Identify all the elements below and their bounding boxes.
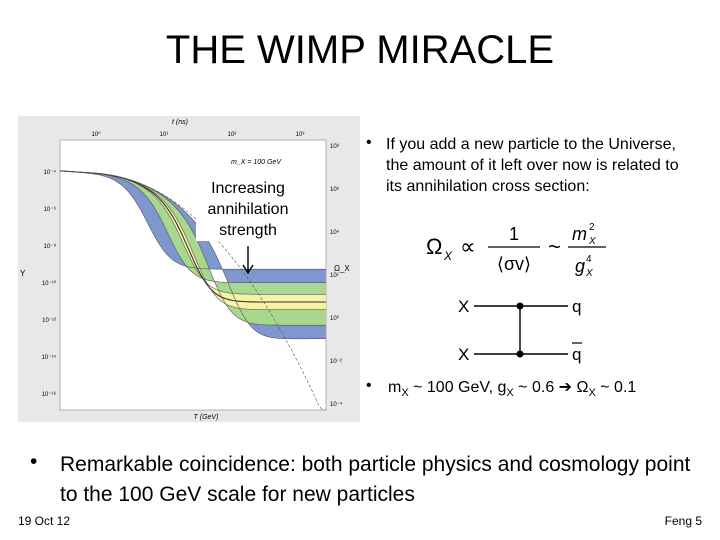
bullet-text-new-particle: If you add a new particle to the Univers… bbox=[386, 136, 679, 195]
feynman-vertex-top bbox=[516, 302, 524, 310]
right-tick-labels: 10⁸ 10⁶ 10⁴ 10² 10⁰ 10⁻² 10⁻⁴ bbox=[330, 143, 343, 408]
abundance-bands bbox=[60, 170, 326, 339]
formula-num: 1 bbox=[509, 224, 519, 244]
feynman-out-bottom: q bbox=[572, 345, 581, 364]
left-tick-label: 10⁻¹² bbox=[42, 318, 56, 324]
band-yellow bbox=[60, 170, 326, 310]
top-tick-label: 10⁰ bbox=[91, 131, 101, 138]
right-tick-label: 10⁶ bbox=[330, 186, 340, 193]
relic-density-formula: Ω X ∝ 1 ⟨σv⟩ ~ m X 2 g X 4 bbox=[426, 222, 606, 279]
relic-abundance-chart: t (ns) T (GeV) Y Ω_X 10⁰ 10¹ 10² 10³ 10⁻⁴10… bbox=[18, 116, 360, 422]
bullet-text-coincidence: Remarkable coincidence: both particle ph… bbox=[60, 453, 691, 506]
b2-sub1: X bbox=[401, 387, 409, 400]
right-tick-label: 10⁻² bbox=[330, 359, 342, 365]
right-tick-label: 10⁸ bbox=[330, 143, 340, 150]
b2-lead: m bbox=[388, 379, 402, 396]
formula-lhs-sub: X bbox=[443, 249, 453, 263]
bottom-axis-label: T (GeV) bbox=[194, 414, 219, 421]
left-axis-label: Y bbox=[20, 269, 26, 278]
bullet-text-mass-coupling: mX ~ 100 GeV, gX ~ 0.6 ➔ ΩX ~ 0.1 bbox=[388, 377, 636, 399]
slide-title: THE WIMP MIRACLE bbox=[165, 28, 555, 72]
right-tick-label: 10⁻⁴ bbox=[330, 401, 343, 408]
top-tick-labels: 10⁰ 10¹ 10² 10³ bbox=[91, 131, 304, 138]
left-tick-label: 10⁻⁸ bbox=[44, 243, 57, 250]
abundance-curves bbox=[59, 170, 326, 411]
bullet-marker-3: • bbox=[30, 450, 38, 473]
right-tick-label: 10⁴ bbox=[330, 229, 340, 236]
left-tick-label: 10⁻¹⁴ bbox=[42, 354, 57, 361]
top-tick-label: 10³ bbox=[296, 132, 305, 138]
annotation-arrow bbox=[242, 246, 254, 274]
formula-den2-sub: X bbox=[585, 268, 593, 279]
bullet-marker: • bbox=[366, 134, 372, 151]
left-tick-label: 10⁻¹⁶ bbox=[42, 391, 57, 398]
curve-equilibrium bbox=[59, 170, 326, 411]
left-tick-label: 10⁻¹⁰ bbox=[42, 280, 57, 287]
feynman-diagram: X X q q bbox=[458, 297, 582, 364]
top-tick-label: 10² bbox=[228, 132, 237, 138]
b2-mid2: ~ 0.6 bbox=[513, 379, 559, 396]
formula-num2-sub: X bbox=[588, 236, 596, 247]
bullet-marker-2: • bbox=[366, 377, 372, 394]
formula-num2-sup: 2 bbox=[589, 222, 595, 233]
footer-page: Feng 5 bbox=[664, 514, 702, 528]
annotation-label: Increasing annihilation strength bbox=[196, 178, 300, 241]
chart-legend: m_X = 100 GeV bbox=[231, 159, 282, 166]
top-tick-label: 10¹ bbox=[160, 132, 169, 138]
b2-arrow-icon: ➔ bbox=[558, 379, 573, 396]
feynman-vertex-bottom bbox=[516, 350, 524, 358]
curve-band-blue-bottom bbox=[59, 170, 326, 340]
b2-sub2: X bbox=[506, 387, 514, 400]
curve-band-blue-top bbox=[59, 170, 326, 270]
formula-den2-sup: 4 bbox=[586, 254, 592, 265]
formula-den: ⟨σv⟩ bbox=[497, 254, 531, 274]
left-tick-label: 10⁻⁴ bbox=[44, 169, 57, 176]
feynman-in-bottom: X bbox=[458, 345, 469, 364]
b2-sub3: X bbox=[588, 387, 596, 400]
band-green bbox=[60, 170, 326, 326]
feynman-out-top: q bbox=[572, 297, 581, 316]
right-axis-label: Ω_X bbox=[334, 264, 350, 273]
formula-lhs: Ω bbox=[426, 234, 442, 259]
left-tick-label: 10⁻⁶ bbox=[44, 206, 57, 213]
top-axis-label: t (ns) bbox=[172, 119, 188, 126]
footer-date: 19 Oct 12 bbox=[18, 514, 71, 528]
formula-prop: ∝ bbox=[460, 234, 476, 259]
b2-mid: ~ 100 GeV, g bbox=[408, 379, 507, 396]
formula-num2: m bbox=[572, 224, 587, 244]
formula-den2: g bbox=[575, 256, 585, 276]
b2-omega: Ω bbox=[572, 379, 589, 396]
formula-sim: ~ bbox=[548, 234, 561, 259]
right-tick-label: 10² bbox=[330, 273, 339, 279]
right-tick-label: 10⁰ bbox=[330, 315, 340, 322]
left-tick-labels: 10⁻⁴ 10⁻⁶ 10⁻⁸ 10⁻¹⁰ 10⁻¹² 10⁻¹⁴ 10⁻¹⁶ bbox=[42, 169, 57, 398]
feynman-in-top: X bbox=[458, 297, 469, 316]
b2-tail: ~ 0.1 bbox=[595, 379, 637, 396]
